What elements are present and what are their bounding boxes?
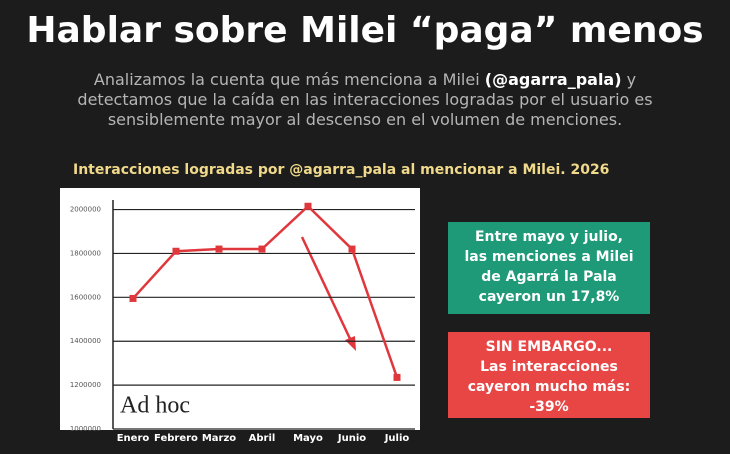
plot-panel xyxy=(60,188,420,430)
y-tick-label: 1400000 xyxy=(70,337,101,345)
annotation-text: Entre mayo y julio, xyxy=(475,229,623,245)
y-tick-label: 1800000 xyxy=(70,249,101,257)
annotation-text: SIN EMBARGO... xyxy=(486,339,613,355)
subtitle-text: Analizamos la cuenta que más menciona a … xyxy=(93,70,485,89)
x-tick-label: Enero xyxy=(117,433,150,444)
subtitle: Analizamos la cuenta que más menciona a … xyxy=(70,70,660,130)
x-tick-label: Marzo xyxy=(202,433,236,444)
data-point xyxy=(172,247,180,255)
data-point xyxy=(258,245,266,253)
y-tick-label: 2000000 xyxy=(70,206,101,214)
logo: Ad hoc xyxy=(120,393,190,419)
annotation-text: de Agarrá la Pala xyxy=(481,269,617,285)
annotation-text: cayeron mucho más: xyxy=(468,379,631,395)
annotation-box xyxy=(448,222,650,314)
annotation-text: cayeron un 17,8% xyxy=(479,289,620,305)
data-point xyxy=(215,245,223,253)
subtitle-text: y detectamos que la caída en las interac… xyxy=(77,70,653,129)
y-tick-label: 1600000 xyxy=(70,293,101,301)
x-tick-label: Febrero xyxy=(154,433,198,444)
annotation-box xyxy=(448,332,650,418)
chart-title: Interacciones logradas por @agarra_pala … xyxy=(73,162,609,178)
trend-arrow xyxy=(300,236,354,344)
annotation-text: Las interacciones xyxy=(480,359,618,375)
x-tick-label: Julio xyxy=(384,433,410,444)
data-point xyxy=(304,202,312,210)
annotation-text: -39% xyxy=(529,399,568,415)
annotation-text: las menciones a Milei xyxy=(464,249,633,265)
subtitle-handle: (@agarra_pala) xyxy=(484,70,622,89)
data-point xyxy=(129,294,137,302)
x-tick-label: Junio xyxy=(337,433,366,444)
x-tick-label: Abril xyxy=(249,433,276,444)
page-title: Hablar sobre Milei “paga” menos xyxy=(26,10,703,51)
arrow-head xyxy=(345,336,356,351)
y-tick-label: 1200000 xyxy=(70,381,101,389)
y-tick-label: 1000000 xyxy=(70,425,101,433)
data-point xyxy=(393,373,401,381)
data-point xyxy=(348,245,356,253)
x-tick-label: Mayo xyxy=(293,433,323,444)
